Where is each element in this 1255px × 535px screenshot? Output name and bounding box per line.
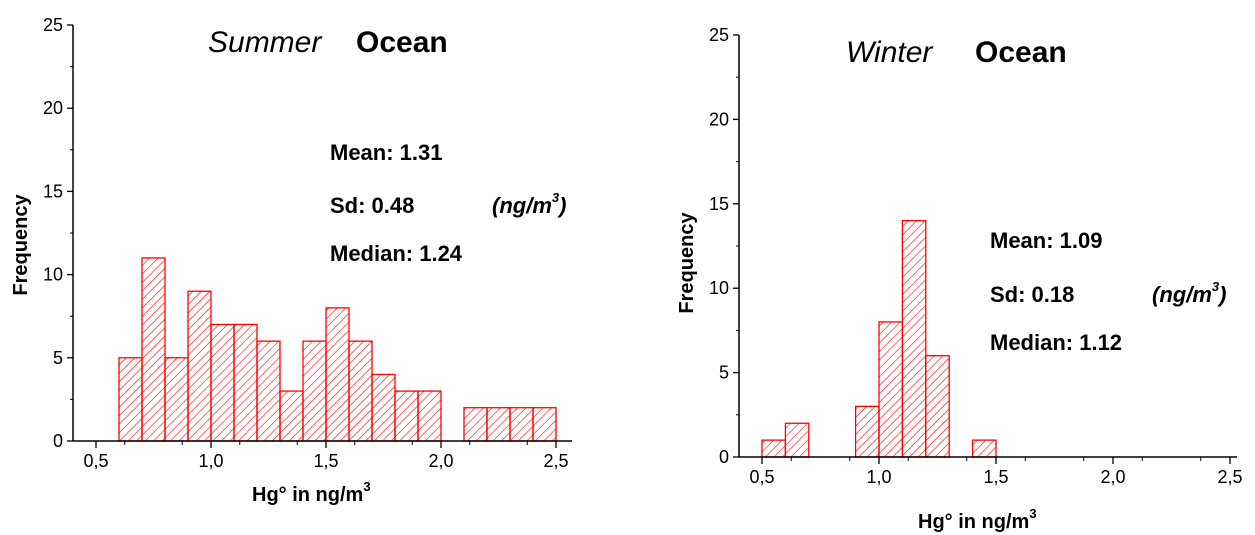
winter-y-tick-label: 5 xyxy=(719,363,729,383)
winter-title-italic: Winter xyxy=(846,36,933,69)
winter-sd: Sd: 0.18 xyxy=(990,282,1074,307)
winter-y-ticks: 0 5 10 15 20 25 xyxy=(709,25,739,467)
summer-bar xyxy=(463,407,488,442)
summer-bar xyxy=(325,307,350,442)
summer-x-tick-label: 1,0 xyxy=(198,451,223,471)
winter-x-label: Hg° in ng/m3 xyxy=(918,506,1037,533)
winter-unit-text: (ng/m xyxy=(1152,282,1212,307)
summer-median: Median: 1.24 xyxy=(330,241,463,266)
summer-bar xyxy=(509,407,534,442)
winter-bar xyxy=(854,405,880,458)
summer-bar xyxy=(302,340,327,442)
winter-x-label-sup: 3 xyxy=(1029,506,1036,521)
summer-x-label: Hg° in ng/m3 xyxy=(252,479,371,506)
summer-mean: Mean: 1.31 xyxy=(330,140,443,165)
summer-y-tick-label: 5 xyxy=(53,348,63,368)
summer-y-tick-label: 0 xyxy=(53,431,63,451)
winter-y-tick-label: 0 xyxy=(719,447,729,467)
summer-bar xyxy=(118,357,143,442)
summer-bar xyxy=(256,340,281,442)
winter-unit: (ng/m3) xyxy=(1152,279,1226,307)
winter-x-tick-label: 0,5 xyxy=(749,467,774,487)
summer-bar xyxy=(187,290,212,442)
summer-x-tick-label: 2,5 xyxy=(543,451,568,471)
summer-x-tick-label: 0,5 xyxy=(83,451,108,471)
summer-x-tick-label: 1,5 xyxy=(313,451,338,471)
winter-x-tick-label: 2,5 xyxy=(1217,467,1242,487)
winter-bar xyxy=(901,220,927,458)
winter-title-bold: Ocean xyxy=(975,36,1067,69)
winter-x-tick-label: 1,5 xyxy=(983,467,1008,487)
summer-bar xyxy=(210,323,235,442)
summer-bar xyxy=(394,390,419,442)
winter-median: Median: 1.12 xyxy=(990,330,1122,355)
winter-y-tick-label: 20 xyxy=(709,109,729,129)
winter-y-label: Frequency xyxy=(676,212,698,314)
summer-bar xyxy=(233,323,258,442)
summer-sd: Sd: 0.48 xyxy=(330,193,414,218)
winter-y-tick-label: 15 xyxy=(709,194,729,214)
winter-bar xyxy=(878,321,904,458)
winter-x-tick-label: 2,0 xyxy=(1100,467,1125,487)
summer-y-ticks: 0 5 10 15 20 25 xyxy=(43,15,73,451)
summer-x-tick-label: 2,0 xyxy=(428,451,453,471)
winter-x-label-text: Hg° in ng/m xyxy=(918,511,1029,533)
winter-bar xyxy=(971,439,997,458)
summer-unit-close: ) xyxy=(557,193,566,218)
summer-title-italic: Summer xyxy=(208,26,322,59)
winter-x-ticks: 0,5 1,0 1,5 2,0 2,5 xyxy=(749,457,1243,487)
summer-bar xyxy=(348,340,373,442)
winter-bar xyxy=(925,355,950,458)
summer-bar xyxy=(371,373,396,442)
summer-bar xyxy=(417,390,442,442)
summer-unit: (ng/m3) xyxy=(492,190,566,218)
winter-bars xyxy=(761,220,997,458)
summer-title-bold: Ocean xyxy=(356,26,448,59)
summer-bar xyxy=(141,257,166,442)
winter-y-tick-label: 25 xyxy=(709,25,729,45)
winter-unit-close: ) xyxy=(1217,282,1226,307)
summer-unit-text: (ng/m xyxy=(492,193,552,218)
winter-y-tick-label: 10 xyxy=(709,278,729,298)
summer-y-tick-label: 25 xyxy=(43,15,63,35)
winter-bar xyxy=(761,439,787,458)
winter-x-tick-label: 1,0 xyxy=(866,467,891,487)
summer-bar xyxy=(164,357,189,442)
summer-x-label-text: Hg° in ng/m xyxy=(252,484,363,506)
summer-y-tick-label: 20 xyxy=(43,98,63,118)
summer-x-label-sup: 3 xyxy=(363,479,370,494)
summer-unit-sup: 3 xyxy=(552,190,560,205)
summer-bar xyxy=(279,390,304,442)
winter-bar xyxy=(784,422,810,458)
summer-x-ticks: 0,5 1,0 1,5 2,0 2,5 xyxy=(83,441,569,471)
summer-y-tick-label: 10 xyxy=(43,265,63,285)
summer-y-tick-label: 15 xyxy=(43,181,63,201)
summer-bars xyxy=(118,257,557,442)
summer-bar xyxy=(486,407,511,442)
winter-unit-sup: 3 xyxy=(1212,279,1220,294)
winter-mean: Mean: 1.09 xyxy=(990,228,1103,253)
summer-bar xyxy=(532,407,557,442)
summer-y-label: Frequency xyxy=(10,194,32,296)
